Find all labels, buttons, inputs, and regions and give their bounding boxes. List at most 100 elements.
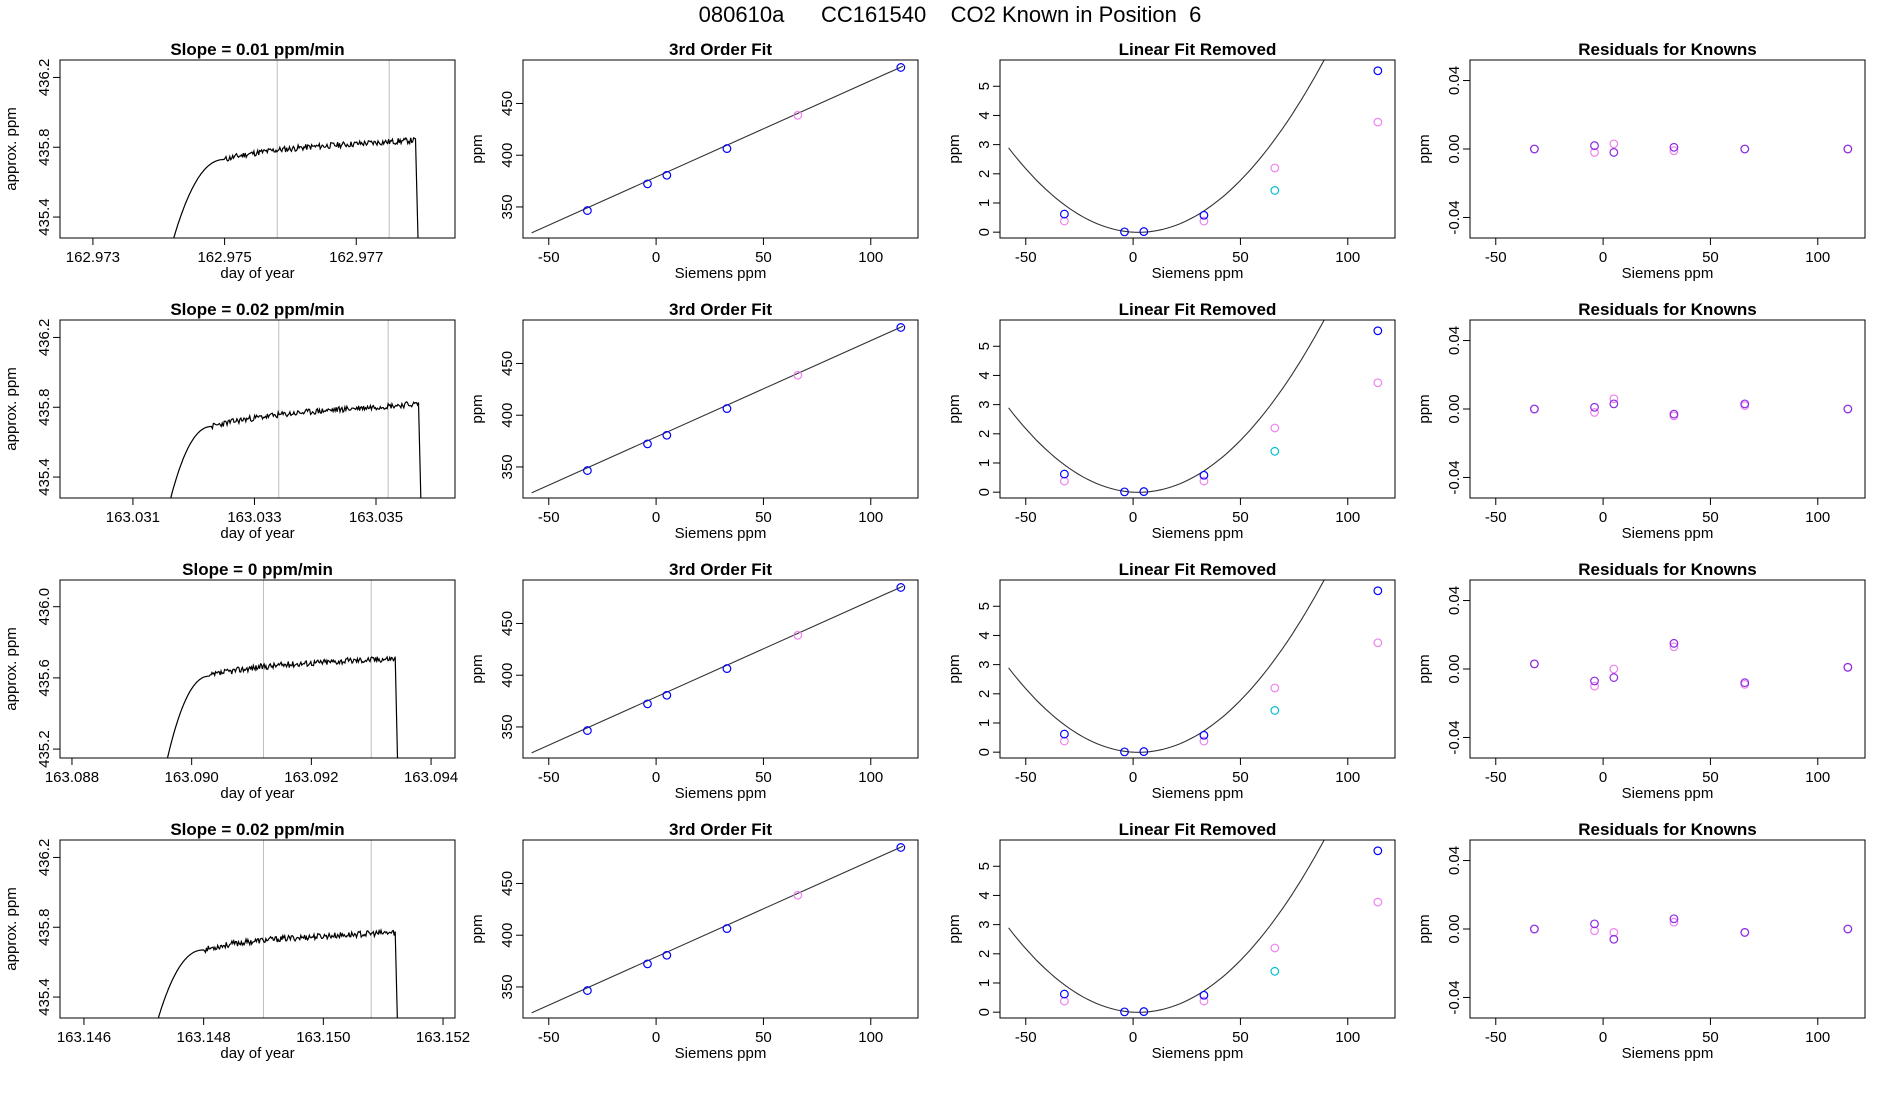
x-axis-label: day of year — [220, 785, 294, 802]
data-point-blue — [1373, 326, 1383, 336]
data-point-blue — [1120, 227, 1129, 237]
y-tick-label: 436.2 — [36, 839, 53, 877]
x-tick-label: 100 — [858, 249, 883, 266]
x-tick-label: 50 — [755, 1029, 772, 1046]
x-tick-label: 50 — [1702, 509, 1719, 526]
x-tick-label: 50 — [1702, 1029, 1719, 1046]
x-tick-label: 163.152 — [416, 1029, 470, 1046]
data-point-blue — [1139, 227, 1149, 236]
fit-line — [531, 585, 904, 754]
data-point-magenta — [1609, 928, 1619, 937]
data-point-purple — [1843, 404, 1853, 414]
x-tick-label: 0 — [1599, 1029, 1607, 1046]
y-tick-label: 350 — [499, 454, 516, 479]
panel-fit3-row-3: 3rd Order Fit -50 0 50 100 350 400 450 Siemens p… — [469, 820, 919, 1062]
data-point-purple — [1530, 144, 1539, 154]
fit-curve — [1008, 320, 1325, 493]
data-point-purple — [1609, 399, 1619, 409]
y-tick-label: 0.00 — [1446, 914, 1463, 943]
plot-frame — [59, 579, 456, 759]
data-point-blue — [1120, 487, 1129, 497]
data-point-purple — [1669, 638, 1679, 648]
y-tick-label: 0.04 — [1446, 586, 1463, 615]
y-tick-label: 436.0 — [36, 588, 53, 626]
y-tick-label: 5 — [976, 82, 993, 90]
data-point-magenta — [1373, 897, 1383, 907]
y-axis-label: ppm — [469, 914, 486, 943]
y-axis-label: ppm — [1416, 914, 1433, 943]
x-tick-label: 163.033 — [227, 509, 281, 526]
x-tick-label: 50 — [1702, 249, 1719, 266]
data-point-blue — [583, 726, 592, 735]
concentration-trace — [170, 401, 422, 498]
data-point-blue — [1139, 1007, 1149, 1016]
x-axis-label: day of year — [220, 1045, 294, 1062]
data-point-magenta — [1669, 917, 1679, 927]
data-point-blue — [643, 439, 652, 449]
y-tick-label: 5 — [976, 602, 993, 610]
x-tick-label: 0 — [652, 509, 660, 526]
x-axis-label: Siemens ppm — [1152, 785, 1244, 802]
data-marks — [1008, 580, 1383, 757]
panel-title: Linear Fit Removed — [1119, 820, 1277, 839]
plot-frame — [522, 579, 919, 759]
plot-frame — [59, 319, 456, 499]
plot-frame — [522, 319, 919, 499]
y-tick-label: 436.2 — [36, 319, 53, 357]
panel-title: 3rd Order Fit — [669, 300, 772, 319]
data-point-blue — [583, 466, 592, 475]
x-tick-label: 100 — [1805, 769, 1830, 786]
data-marks — [173, 60, 419, 238]
x-tick-label: 100 — [1805, 1029, 1830, 1046]
data-point-magenta — [1373, 117, 1383, 127]
data-point-blue — [583, 206, 592, 215]
x-axis-label: Siemens ppm — [675, 785, 767, 802]
data-point-cyan — [1270, 966, 1280, 976]
data-point-magenta — [793, 630, 803, 640]
data-point-blue — [896, 843, 906, 852]
panel-title: Linear Fit Removed — [1119, 300, 1277, 319]
y-tick-label: 450 — [499, 871, 516, 896]
y-axis-label: ppm — [946, 654, 963, 683]
y-tick-label: 3 — [976, 140, 993, 148]
x-tick-label: 0 — [1129, 509, 1137, 526]
y-tick-label: 350 — [499, 194, 516, 219]
plot-frame — [59, 59, 456, 239]
data-point-magenta — [1199, 736, 1209, 746]
data-point-purple — [1740, 399, 1750, 409]
data-marks — [1008, 60, 1383, 237]
x-tick-label: 100 — [858, 509, 883, 526]
y-tick-label: 436.2 — [36, 59, 53, 97]
data-point-purple — [1590, 141, 1599, 150]
x-tick-label: 50 — [755, 509, 772, 526]
y-tick-label: 435.4 — [36, 458, 53, 496]
fit-curve — [1008, 60, 1325, 233]
data-point-blue — [1139, 487, 1149, 496]
y-tick-label: 0.04 — [1446, 326, 1463, 355]
y-tick-label: 400 — [499, 923, 516, 948]
data-point-magenta — [1609, 664, 1619, 674]
x-axis-label: day of year — [220, 265, 294, 282]
y-axis-label: approx. ppm — [3, 627, 20, 710]
data-point-purple — [1530, 404, 1539, 414]
panel-title: 3rd Order Fit — [669, 40, 772, 59]
y-tick-label: 450 — [499, 91, 516, 116]
y-axis-label: ppm — [1416, 394, 1433, 423]
x-axis-label: Siemens ppm — [1152, 1045, 1244, 1062]
x-tick-label: -50 — [538, 509, 560, 526]
x-tick-label: 100 — [858, 1029, 883, 1046]
data-point-magenta — [1609, 394, 1619, 404]
panel-title: Slope = 0.02 ppm/min — [170, 820, 344, 839]
data-point-magenta — [1270, 423, 1280, 433]
y-tick-label: 2 — [976, 690, 993, 698]
x-tick-label: 100 — [1335, 1029, 1360, 1046]
panel-linear-row-3: Linear Fit Removed -50 0 50 100 0 1 2 3 4 5 Siemens… — [946, 820, 1396, 1062]
data-point-blue — [1199, 990, 1209, 1000]
x-tick-label: -50 — [538, 1029, 560, 1046]
data-point-purple — [1609, 673, 1619, 682]
x-axis-label: day of year — [220, 525, 294, 542]
data-point-blue — [896, 323, 906, 332]
y-axis-label: ppm — [946, 134, 963, 163]
y-tick-label: 450 — [499, 351, 516, 376]
